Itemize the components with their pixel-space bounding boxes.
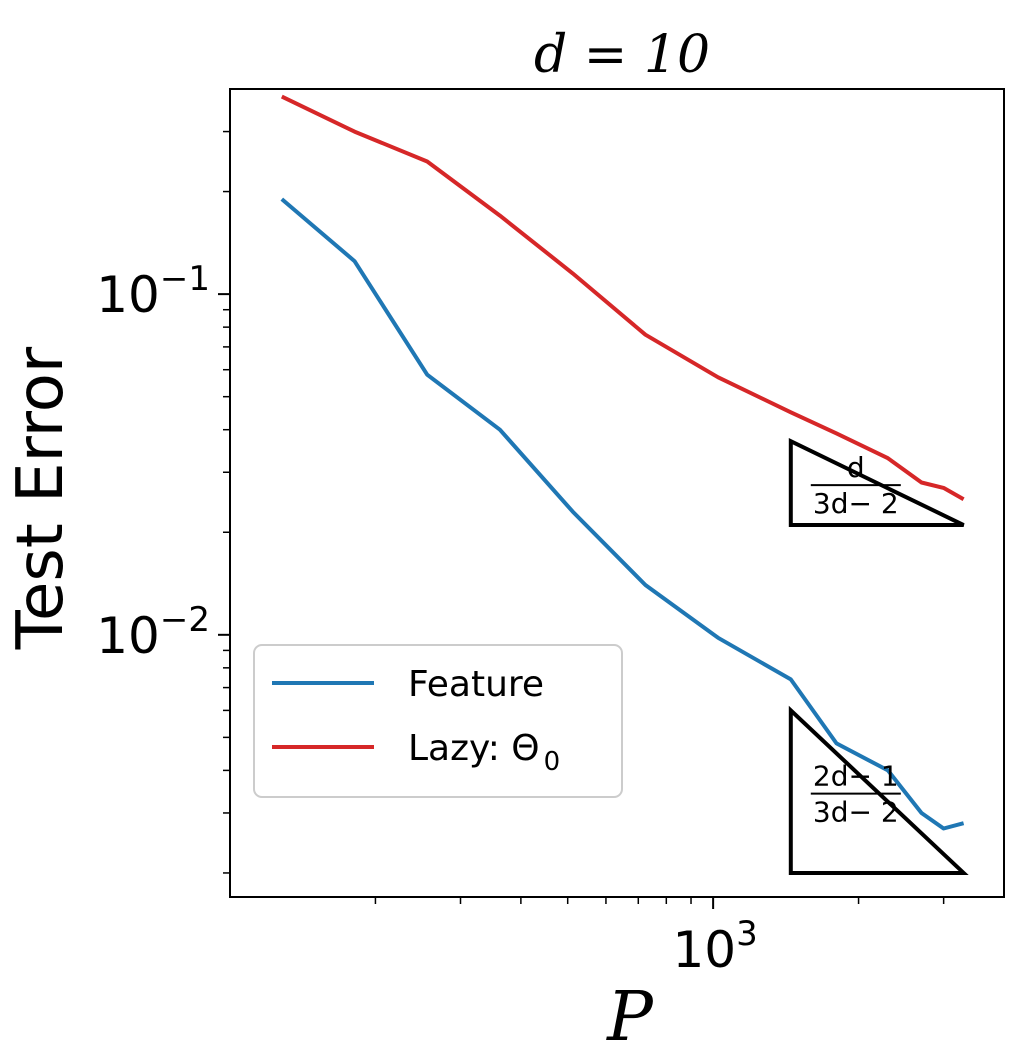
y-tick-label-1: 10−2 (96, 600, 210, 665)
minor-ticks (223, 130, 945, 904)
y-tick-label-0: 10−1 (96, 259, 210, 324)
plot-frame (229, 88, 1005, 898)
chart-title: d = 10 (534, 25, 710, 85)
y-axis-label: Test Error (4, 346, 78, 650)
slope-triangle-0 (788, 438, 965, 528)
series-line-0 (280, 197, 965, 831)
series-layer (280, 94, 965, 831)
x-tick-label-0: 103 (672, 914, 757, 979)
tick-layer: 10−1 10−2 103 (96, 259, 758, 979)
slope-label-denominator-0: 3d− 2 (813, 487, 899, 520)
slope-triangle-1 (788, 705, 969, 875)
x-axis-label: P (605, 978, 654, 1049)
slope-label-numerator-0: d (847, 451, 865, 484)
series-line-1 (280, 94, 965, 501)
annotation-layer: d3d− 22d− 13d− 2 (788, 438, 969, 875)
slope-label-numerator-1: 2d− 1 (813, 760, 899, 793)
slope-label-denominator-1: 3d− 2 (813, 796, 899, 829)
legend-label-feature: Feature (408, 664, 544, 705)
